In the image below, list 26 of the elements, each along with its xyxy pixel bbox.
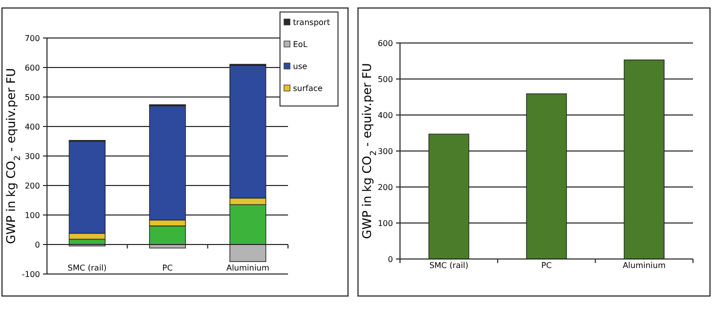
y-tick-label: 0 xyxy=(388,254,393,264)
y-tick-label: 300 xyxy=(24,152,40,161)
x-tick-label: PC xyxy=(541,261,552,270)
legend-label: transport xyxy=(293,18,330,27)
y-tick-label: 400 xyxy=(378,110,393,120)
y-tick-label: 100 xyxy=(24,210,40,220)
y-tick-label: 700 xyxy=(24,34,40,43)
y-tick-label: 100 xyxy=(378,218,393,228)
x-tick-label: PC xyxy=(162,264,174,273)
legend-label: surface xyxy=(293,84,323,93)
legend-label: use xyxy=(293,62,308,71)
y-tick-label: 0 xyxy=(34,240,40,250)
x-tick-label: Aluminium xyxy=(622,261,666,270)
legend-label: EoL xyxy=(293,40,308,49)
y-tick-label: 500 xyxy=(378,74,393,84)
y-tick-label: 200 xyxy=(24,181,40,190)
y-tick-label: 600 xyxy=(378,38,393,48)
y-tick-label: 200 xyxy=(378,182,393,192)
x-tick-label: SMC (rail) xyxy=(68,264,107,273)
y-tick-label: 500 xyxy=(24,92,40,102)
y-tick-label: 600 xyxy=(24,63,40,72)
x-tick-label: Aluminium xyxy=(226,264,270,273)
x-tick-label: SMC (rail) xyxy=(429,261,468,270)
y-tick-label: 300 xyxy=(378,146,393,156)
y-tick-label: 400 xyxy=(24,122,40,132)
y-tick-label: -100 xyxy=(22,270,40,279)
